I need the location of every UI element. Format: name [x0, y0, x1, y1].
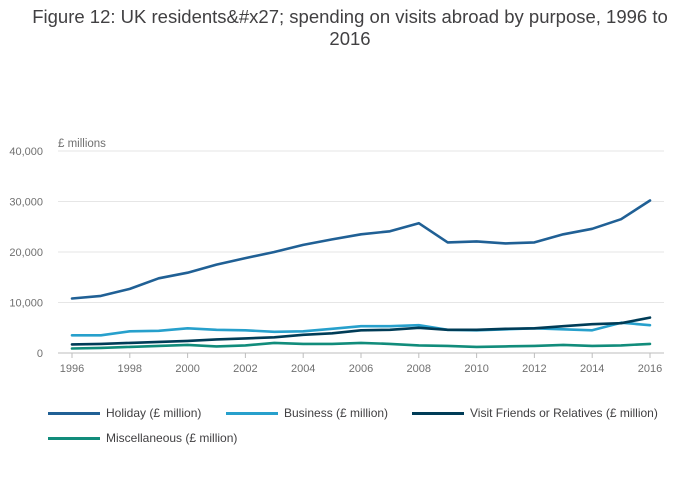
- series-line-business[interactable]: [70, 321, 652, 337]
- x-tick-label: 2004: [291, 363, 315, 375]
- x-tick-label: 2006: [349, 363, 373, 375]
- legend-label-miscellaneous: Miscellaneous (£ million): [106, 431, 238, 445]
- x-tick-label: 2016: [638, 363, 662, 375]
- x-tick-label: 1996: [60, 363, 84, 375]
- series-line-holiday[interactable]: [70, 199, 652, 300]
- chart-title: Figure 12: UK residents&#x27; spending o…: [32, 6, 668, 49]
- x-tick-label: 1998: [118, 363, 142, 375]
- legend-item-holiday[interactable]: Holiday (£ million): [48, 406, 201, 420]
- x-tick-label: 2012: [522, 363, 546, 375]
- x-tick-label: 2010: [464, 363, 488, 375]
- legend-swatch-visit-friends: [412, 411, 464, 415]
- grid-lines: [58, 150, 664, 354]
- y-tick-label: 20,000: [9, 247, 43, 259]
- legend-item-visit-friends[interactable]: Visit Friends or Relatives (£ million): [412, 406, 658, 420]
- legend-swatch-miscellaneous: [48, 436, 100, 440]
- legend-item-miscellaneous[interactable]: Miscellaneous (£ million): [48, 431, 237, 445]
- x-tick-label: 2014: [580, 363, 604, 375]
- y-tick-label: 40,000: [9, 146, 43, 158]
- legend-swatch-holiday: [48, 411, 100, 415]
- x-tick-label: 2008: [407, 363, 431, 375]
- legend-swatch-business: [226, 411, 278, 415]
- legend-label-business: Business (£ million): [284, 406, 389, 420]
- series-line-miscellaneous[interactable]: [70, 341, 652, 350]
- legend-item-business[interactable]: Business (£ million): [226, 406, 388, 420]
- x-tick-label: 2002: [233, 363, 257, 375]
- y-axis: 0 10,000 20,000 30,000 40,000: [9, 146, 43, 360]
- y-unit-label: £ millions: [58, 138, 106, 150]
- series-line-visit-friends[interactable]: [70, 316, 652, 346]
- legend-label-holiday: Holiday (£ million): [106, 406, 202, 420]
- x-tick-label: 2000: [175, 363, 199, 375]
- y-tick-label: 30,000: [9, 197, 43, 209]
- y-tick-label: 0: [37, 348, 43, 360]
- x-axis: 1996 1998 2000 2002 2004 2006 2008 2010 2012 2014…: [60, 353, 662, 375]
- y-tick-label: 10,000: [9, 298, 43, 310]
- series-lines[interactable]: [70, 199, 652, 350]
- legend-label-visit-friends: Visit Friends or Relatives (£ million): [470, 406, 658, 420]
